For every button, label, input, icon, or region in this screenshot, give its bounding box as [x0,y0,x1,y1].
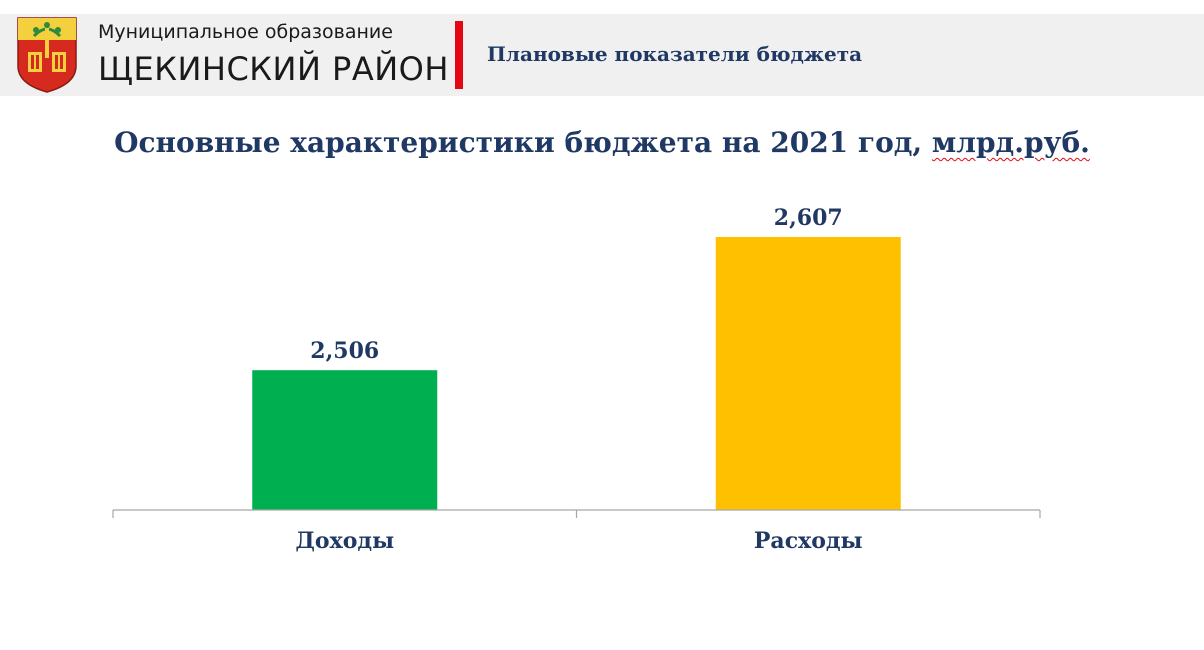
value-label-2: 2,607 [774,205,843,231]
value-label-1: 2,506 [310,338,379,364]
bar-1 [252,370,438,510]
chart-title-unit: млрд.руб. [931,126,1090,159]
header-divider [455,21,463,89]
bar-2 [715,237,901,510]
coat-of-arms-logo [17,17,77,93]
category-label-2: Расходы [754,528,863,554]
chart-title: Основные характеристики бюджета на 2021 … [0,126,1204,159]
org-type-label: Муниципальное образование [98,21,393,43]
section-title: Плановые показатели бюджета [487,42,863,66]
category-label-1: Доходы [295,528,394,554]
header-bar [0,14,1204,96]
org-name: ЩЕКИНСКИЙ РАЙОН [98,50,449,88]
chart-title-main: Основные характеристики бюджета на 2021 … [114,126,923,159]
